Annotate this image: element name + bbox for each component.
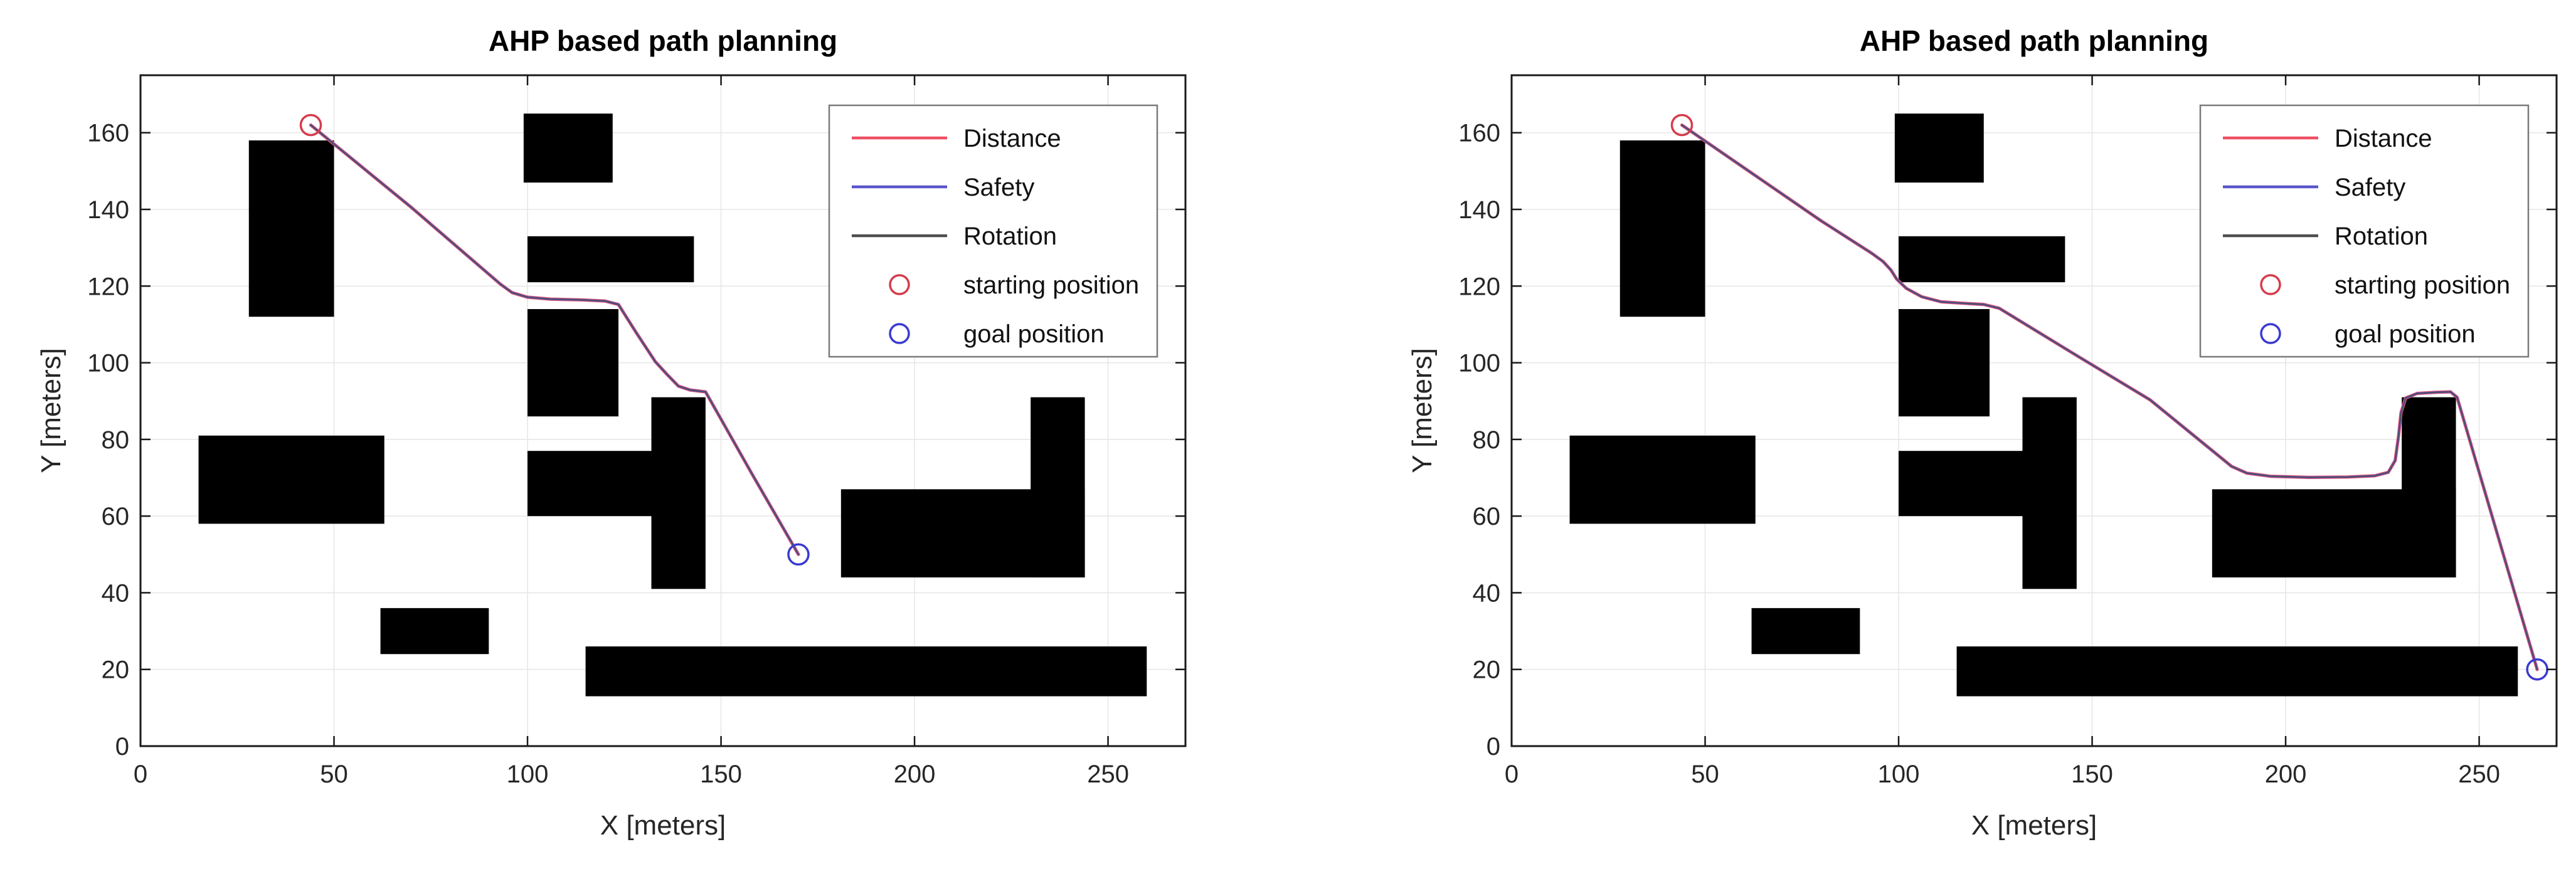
legend-label: Safety — [963, 174, 1034, 201]
legend-circle-sample — [889, 274, 910, 295]
y-tick-label: 80 — [1473, 426, 1501, 454]
obstacle — [380, 608, 489, 655]
start-marker — [1670, 113, 1693, 137]
ticks — [139, 75, 1185, 747]
y-tick-label: 120 — [87, 273, 129, 300]
start-marker — [299, 113, 322, 137]
y-tick-label: 160 — [87, 120, 129, 147]
chart-title-left: AHP based path planning — [488, 24, 838, 57]
legend-box — [2199, 104, 2530, 358]
y-tick-label: 140 — [1458, 196, 1500, 224]
obstacle — [248, 140, 334, 317]
y-tick-label: 20 — [102, 656, 130, 684]
obstacles — [1569, 113, 2518, 697]
axes-frame — [1510, 74, 2558, 747]
x-axis-label-left: X [meters] — [600, 810, 726, 841]
obstacle — [2022, 397, 2077, 589]
y-axis-label-right: Y [meters] — [1407, 348, 1438, 473]
obstacle — [1956, 646, 2518, 697]
y-tick-label: 140 — [87, 196, 129, 224]
x-tick-label: 150 — [2071, 761, 2113, 788]
obstacle — [1899, 308, 1990, 417]
y-tick-label: 100 — [87, 350, 129, 377]
y-tick-label: 60 — [1473, 503, 1501, 530]
legend: Distance Safety Rotation starting position g… — [2199, 104, 2530, 358]
chart-title-right: AHP based path planning — [1859, 24, 2209, 57]
x-tick-label: 0 — [1505, 761, 1519, 788]
y-tick-label: 80 — [102, 426, 130, 454]
legend-label: starting position — [2335, 271, 2510, 299]
obstacle — [1031, 397, 1085, 577]
legend-label: Distance — [2335, 125, 2432, 152]
obstacle — [523, 113, 613, 183]
y-tick-label: 100 — [1458, 350, 1500, 377]
series-rotation — [1681, 124, 2538, 670]
x-tick-label: 150 — [700, 761, 742, 788]
x-tick-label: 50 — [1691, 761, 1719, 788]
obstacle — [1569, 435, 1756, 524]
legend-label: Rotation — [963, 223, 1057, 250]
axes-frame — [139, 74, 1187, 747]
legend-circle-sample — [889, 323, 910, 344]
x-tick-label: 250 — [1087, 761, 1129, 788]
x-tick-label: 200 — [2265, 761, 2307, 788]
legend-label: Distance — [963, 125, 1061, 152]
x-tick-label: 200 — [894, 761, 936, 788]
y-tick-label: 120 — [1458, 273, 1500, 300]
obstacle — [2402, 397, 2456, 577]
obstacle — [1619, 140, 1705, 317]
obstacle — [527, 308, 619, 417]
legend-label: goal position — [2335, 320, 2476, 348]
obstacles — [198, 113, 1147, 697]
obstacle — [198, 435, 384, 524]
chart-right: 0 50 100 150 200 250 0 20 40 60 80 100 120 140 160 Dist… — [1458, 74, 2558, 788]
goal-marker — [787, 543, 810, 566]
obstacle — [1899, 236, 2065, 283]
obstacle — [527, 236, 694, 283]
x-tick-label: 50 — [320, 761, 348, 788]
y-tick-label: 20 — [1473, 656, 1501, 684]
obstacle — [585, 646, 1147, 697]
legend-label: Safety — [2335, 174, 2405, 201]
series-rotation — [310, 124, 799, 555]
x-tick-label: 100 — [1878, 761, 1920, 788]
chart-left: 0 50 100 150 200 250 0 20 40 60 80 100 120 140 160 Dist… — [87, 74, 1187, 788]
legend: Distance Safety Rotation starting position g… — [828, 104, 1158, 358]
ticks — [1510, 75, 2557, 747]
y-tick-label: 40 — [102, 579, 130, 607]
legend-label: goal position — [963, 320, 1105, 348]
legend-label: starting position — [963, 271, 1139, 299]
legend-label: Rotation — [2335, 223, 2428, 250]
y-tick-label: 0 — [115, 733, 129, 761]
legend-box — [828, 104, 1158, 358]
y-tick-label: 40 — [1473, 579, 1501, 607]
obstacle — [1899, 451, 2023, 517]
x-tick-label: 250 — [2458, 761, 2500, 788]
x-tick-label: 100 — [507, 761, 549, 788]
legend-circle-sample — [2260, 323, 2281, 344]
x-tick-label: 0 — [134, 761, 147, 788]
obstacle — [1894, 113, 1984, 183]
obstacle — [1751, 608, 1860, 655]
y-tick-label: 160 — [1458, 120, 1500, 147]
x-axis-label-right: X [meters] — [1971, 810, 2097, 841]
obstacle — [527, 451, 652, 517]
legend-circle-sample — [2260, 274, 2281, 295]
y-tick-label: 60 — [102, 503, 130, 530]
y-tick-label: 0 — [1487, 733, 1500, 761]
y-axis-label-left: Y [meters] — [36, 348, 66, 473]
obstacle — [651, 397, 706, 589]
